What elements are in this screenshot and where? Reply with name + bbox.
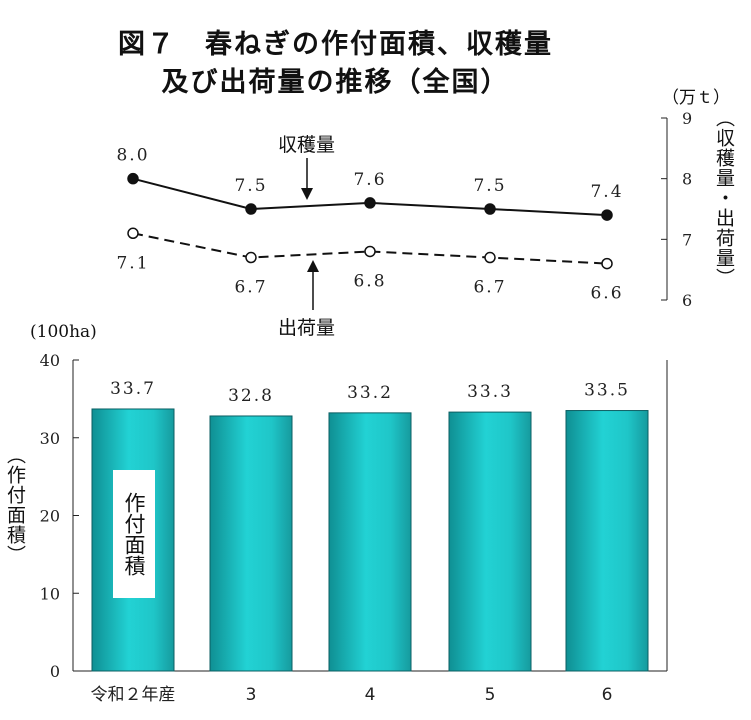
harvest-data-label: 7.6 (353, 170, 386, 190)
line-y-tick-label: 9 (682, 109, 692, 128)
bar (328, 412, 412, 672)
harvest-data-label: 7.5 (473, 176, 506, 196)
shipment-callout-label: 出荷量 (278, 317, 336, 339)
shipment-point (364, 245, 376, 258)
chart-title-line1: 図７ 春ねぎの作付面積、収穫量 (118, 29, 553, 60)
harvest-point (127, 172, 139, 185)
shipment-data-label: 6.8 (353, 271, 386, 291)
bar (448, 411, 532, 672)
bar (565, 410, 649, 672)
bar-data-label: 33.5 (584, 381, 630, 401)
bar-unit-label: (100ha) (30, 322, 97, 342)
bar-data-label: 32.8 (228, 386, 274, 406)
series-line-shipment (132, 232, 608, 265)
harvest-data-label: 7.5 (234, 176, 267, 196)
x-category-label: 3 (246, 685, 257, 705)
harvest-callout-label: 収穫量 (278, 134, 336, 156)
bar-y-tick-label: 40 (40, 351, 60, 370)
shipment-point (484, 251, 496, 264)
x-category-label: 6 (602, 685, 613, 705)
bar-y-tick-label: 10 (40, 584, 60, 603)
line-y-tick-label: 6 (682, 291, 692, 310)
bar-y-tick-label: 20 (40, 507, 60, 526)
bar-data-label: 33.7 (110, 379, 156, 399)
line-y-tick-label: 7 (682, 230, 692, 249)
shipment-data-label: 6.7 (234, 278, 267, 298)
shipment-point (127, 227, 139, 240)
harvest-point (245, 203, 257, 215)
chart-title-line2: 及び出荷量の推移（全国） (161, 67, 510, 98)
shipment-data-label: 7.1 (116, 253, 149, 273)
harvest-point (601, 209, 613, 221)
bar-data-label: 33.2 (347, 383, 393, 403)
shipment-data-label: 6.6 (590, 284, 623, 304)
shipment-point (245, 251, 257, 264)
shipment-point (601, 257, 613, 270)
bar (209, 415, 293, 672)
harvest-data-label: 7.4 (590, 182, 623, 202)
x-category-label: 5 (485, 685, 496, 705)
x-category-label: 令和２年産 (91, 685, 176, 705)
bar-y-tick-label: 30 (40, 429, 60, 448)
line-unit-label: （万ｔ） (662, 88, 730, 108)
harvest-point (364, 197, 376, 209)
bar-y-tick-label: 0 (50, 662, 60, 681)
harvest-point (484, 203, 496, 215)
x-category-label: 4 (365, 685, 376, 705)
shipment-data-label: 6.7 (473, 278, 506, 298)
bar-data-label: 33.3 (467, 382, 513, 402)
harvest-callout-arrowhead (301, 188, 313, 200)
line-y-axis-title: （収穫量・出荷量） (713, 108, 735, 288)
bar-y-axis-title: （作付面積） (4, 445, 26, 565)
shipment-callout-arrowhead (307, 260, 319, 272)
harvest-data-label: 8.0 (116, 146, 149, 166)
bar-inner-label: 作付面積 (113, 470, 155, 598)
line-y-tick-label: 8 (682, 170, 692, 189)
